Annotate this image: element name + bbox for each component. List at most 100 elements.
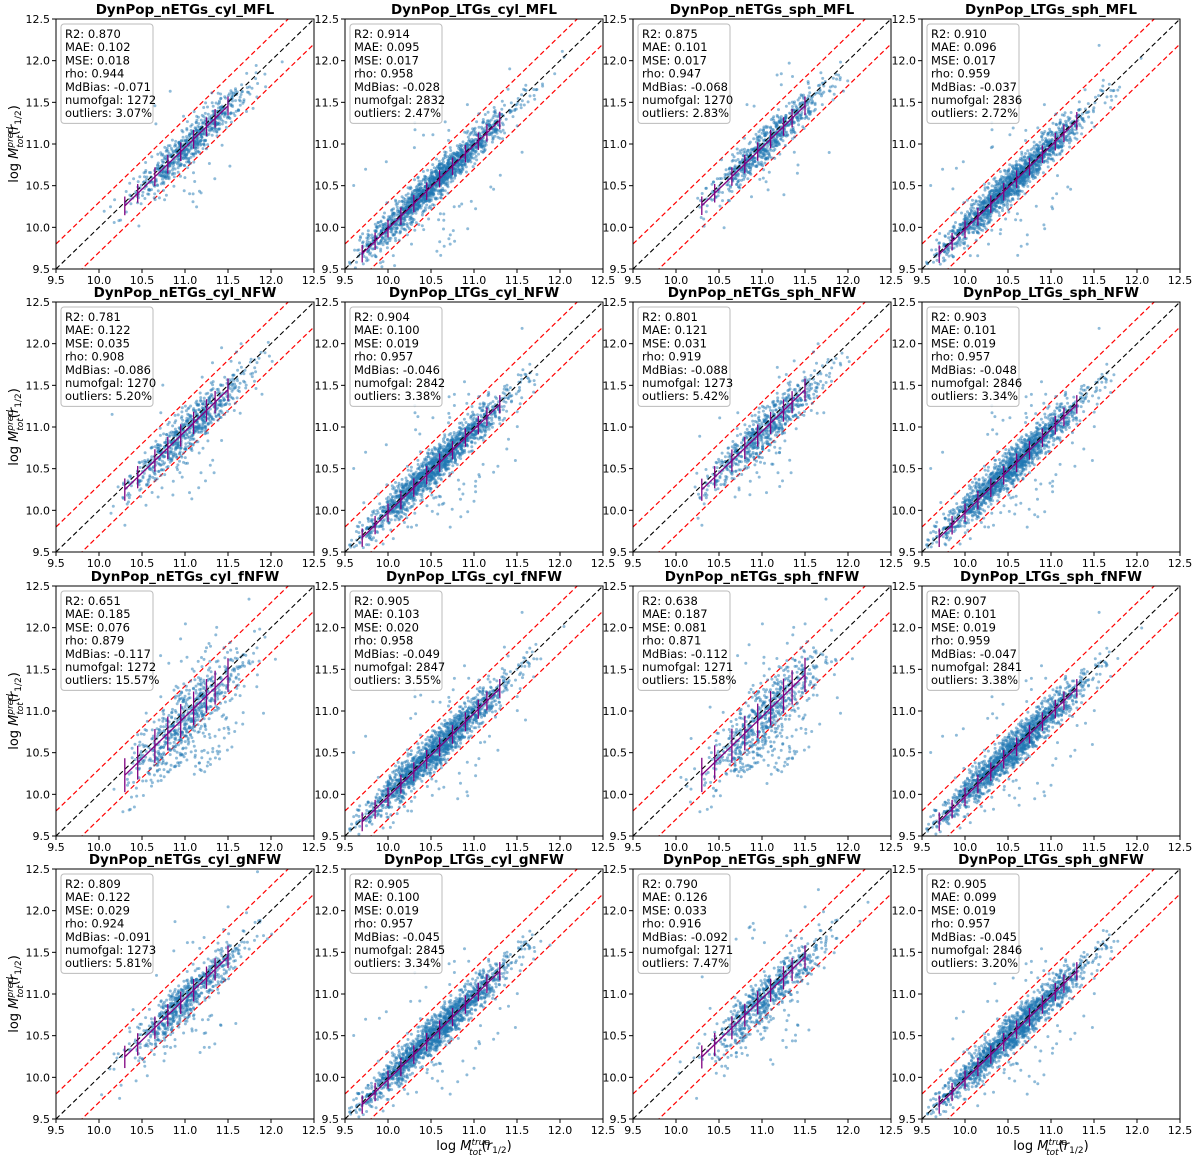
data-point: [1038, 167, 1042, 171]
y-tick-label: 10.0: [892, 221, 917, 234]
data-point: [951, 255, 955, 259]
panel-title: DynPop_LTGs_cyl_MFL: [391, 2, 557, 18]
data-point: [143, 197, 147, 200]
data-point: [207, 162, 211, 165]
stat-line: numofgal: 1272: [65, 93, 156, 107]
data-point: [976, 254, 980, 258]
data-point: [179, 174, 182, 178]
data-point: [218, 114, 222, 118]
data-point: [370, 233, 374, 237]
data-point: [251, 106, 255, 110]
data-point: [780, 130, 784, 134]
data-point: [842, 89, 845, 93]
data-point: [197, 122, 201, 126]
data-point: [1080, 112, 1084, 116]
y-tick-label: 12.0: [315, 55, 340, 68]
data-point: [982, 214, 986, 218]
data-point: [437, 159, 441, 163]
data-point: [220, 346, 224, 350]
data-point: [807, 94, 811, 98]
data-point: [453, 176, 457, 180]
data-point: [469, 199, 473, 203]
data-point: [967, 230, 971, 234]
data-point: [1109, 106, 1113, 109]
data-point: [216, 122, 220, 126]
data-point: [471, 165, 475, 169]
data-point: [460, 202, 464, 206]
data-point: [144, 503, 148, 507]
data-point: [1034, 168, 1038, 172]
data-point: [168, 164, 172, 168]
data-point: [199, 143, 202, 147]
data-point: [501, 128, 505, 132]
x-tick-label: 12.0: [1125, 274, 1150, 287]
data-point: [1087, 115, 1091, 119]
data-point: [208, 125, 212, 129]
data-point: [403, 215, 407, 219]
data-point: [1037, 160, 1041, 164]
data-point: [751, 163, 755, 167]
data-point: [463, 130, 467, 134]
data-point: [1058, 122, 1062, 126]
data-point: [409, 215, 413, 219]
data-point: [401, 206, 405, 210]
data-point: [1020, 150, 1024, 154]
data-point: [447, 138, 450, 142]
data-point: [938, 241, 941, 245]
data-point: [197, 486, 201, 490]
data-point: [205, 147, 208, 151]
x-tick-label: 11.0: [750, 274, 775, 287]
data-point: [769, 118, 773, 122]
x-tick-label: 11.5: [505, 274, 530, 287]
data-point: [490, 140, 494, 144]
data-point: [778, 152, 782, 156]
data-point: [1050, 205, 1054, 209]
data-point: [1017, 192, 1021, 196]
stat-line: MAE: 0.096: [931, 40, 997, 54]
data-point: [1005, 205, 1009, 209]
data-point: [757, 130, 761, 134]
median-line: [938, 120, 1078, 255]
data-point: [379, 249, 383, 253]
data-point: [984, 201, 988, 205]
data-point: [524, 83, 528, 87]
data-point: [457, 168, 461, 172]
data-point: [366, 235, 370, 238]
x-tick-label: 9.5: [47, 274, 65, 287]
data-point: [784, 104, 788, 108]
data-point: [164, 170, 168, 174]
data-point: [365, 256, 368, 260]
stat-line: outliers: 2.72%: [931, 106, 1018, 120]
data-point: [366, 237, 370, 241]
data-point: [458, 163, 462, 167]
data-point: [217, 127, 220, 131]
data-point: [748, 171, 752, 175]
data-point: [247, 90, 251, 94]
data-point: [734, 159, 738, 163]
data-point: [385, 241, 388, 245]
data-point: [763, 132, 767, 135]
data-point: [1024, 152, 1027, 155]
data-point: [726, 198, 730, 202]
data-point: [230, 94, 234, 98]
data-point: [747, 142, 751, 146]
data-point: [453, 157, 456, 161]
data-point: [763, 154, 767, 157]
data-point: [715, 177, 719, 181]
data-point: [773, 156, 777, 160]
data-point: [1101, 84, 1105, 88]
data-point: [969, 207, 973, 211]
data-point: [743, 147, 746, 151]
data-point: [704, 186, 708, 190]
data-point: [746, 177, 750, 181]
data-point: [413, 128, 417, 132]
data-point: [452, 152, 456, 156]
data-point: [777, 108, 780, 112]
data-point: [393, 232, 397, 236]
data-point: [754, 157, 758, 161]
data-point: [194, 148, 197, 152]
data-point: [765, 149, 769, 153]
data-point: [379, 220, 383, 224]
x-tick-label: 12.5: [302, 274, 327, 287]
data-point: [190, 497, 194, 501]
